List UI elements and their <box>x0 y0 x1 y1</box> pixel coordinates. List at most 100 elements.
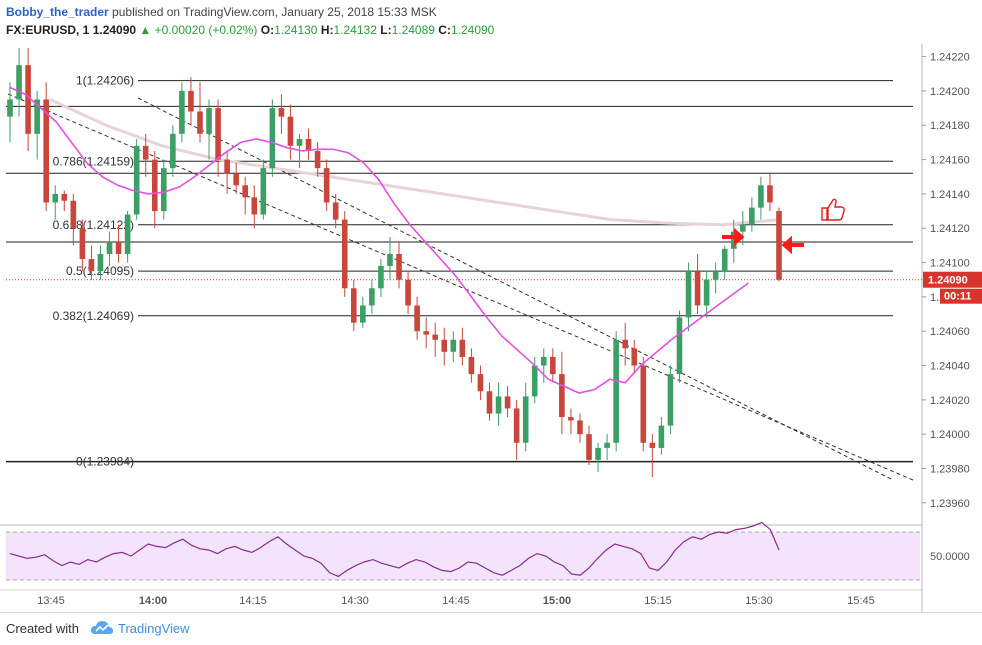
candle-body <box>278 108 285 117</box>
candle-body <box>703 279 710 306</box>
y-tick-label: 1.24120 <box>930 223 970 235</box>
y-tick-label: 1.24140 <box>930 189 970 201</box>
rsi-line <box>9 521 780 578</box>
candle-body <box>649 442 656 448</box>
candle-body <box>25 65 31 134</box>
candle-body <box>360 305 366 323</box>
open-label: O: <box>260 23 275 37</box>
candle-body <box>730 231 737 249</box>
candle-body <box>604 442 610 448</box>
candle-body <box>767 185 773 203</box>
candle-body <box>477 374 484 392</box>
y-tick-label: 1.24200 <box>930 86 970 98</box>
candle-body <box>233 173 239 186</box>
candle-body <box>432 334 439 340</box>
x-tick-label: 14:45 <box>442 595 470 607</box>
candle-body <box>504 396 511 409</box>
candle-body <box>188 90 194 112</box>
candle-body <box>423 331 429 335</box>
candle-body <box>676 317 683 375</box>
candle-body <box>142 145 149 160</box>
candle-body <box>287 116 294 146</box>
candle-body <box>269 108 276 169</box>
candle-body <box>16 65 22 100</box>
candle-body <box>151 159 158 212</box>
candle-body <box>414 305 420 332</box>
close-label: C: <box>438 23 451 37</box>
fib-level-label: 0.786(1.24159) <box>53 154 134 168</box>
y-tick-label: 1.23980 <box>930 464 970 476</box>
candle-body <box>70 200 77 229</box>
x-tick-label: 14:30 <box>341 595 369 607</box>
candle-body <box>179 90 185 134</box>
countdown-tag <box>940 288 982 304</box>
thumbs-up-shape <box>821 198 845 221</box>
y-tick-label: 1.24040 <box>930 361 970 373</box>
tradingview-cloud-icon[interactable] <box>90 618 114 638</box>
candle-body <box>694 271 701 306</box>
candle-body <box>369 288 375 306</box>
candle-body <box>667 374 674 426</box>
tradingview-brand[interactable]: TradingView <box>118 621 190 636</box>
fib-level-label: 0.618(1.24122) <box>53 218 134 232</box>
candle-body <box>631 348 638 366</box>
fib-level-label: 0.382(1.24069) <box>53 309 134 323</box>
fast-moving-average <box>9 86 749 394</box>
candle-body <box>260 168 267 215</box>
candle-body <box>396 253 402 280</box>
candle-body <box>758 185 764 208</box>
low-value: 1.24089 <box>391 23 435 37</box>
candle-body <box>242 185 249 198</box>
high-value: 1.24132 <box>333 23 377 37</box>
created-with-text: Created with <box>6 621 79 636</box>
candle-body <box>106 241 113 254</box>
y-tick-label: 1.24160 <box>930 155 970 167</box>
candle-body <box>115 241 122 254</box>
arrow-right-icon <box>722 227 745 247</box>
candle-body <box>341 219 348 289</box>
rsi-band <box>6 532 920 580</box>
price-chart[interactable]: 1.24220 1.24200 1.24180 1.24160 1.24140 1.241… <box>0 0 982 612</box>
candle-body <box>540 356 547 366</box>
candle-body <box>459 339 466 357</box>
candle-body <box>486 391 493 414</box>
trendline-dashed <box>137 97 894 481</box>
candle-body <box>613 339 619 443</box>
candle-body <box>350 288 357 323</box>
footer: Created with TradingView <box>0 612 982 645</box>
candle-body <box>197 111 203 134</box>
symbol-label: FX:EURUSD, 1 <box>6 23 90 37</box>
candle-body <box>531 365 538 397</box>
candle-body <box>97 253 104 272</box>
y-tick-label: 1.23960 <box>930 498 970 510</box>
x-tick-label: 15:30 <box>745 595 773 607</box>
candle-body <box>79 228 86 260</box>
candle-body <box>206 108 212 134</box>
y-tick-label: 1.24060 <box>930 326 970 338</box>
candle-body <box>658 425 665 448</box>
close-value: 1.24090 <box>450 23 495 37</box>
candle-body <box>7 99 13 117</box>
rsi-tick-label: 50.0000 <box>930 551 970 563</box>
low-label: L: <box>380 23 392 37</box>
candle-body <box>296 138 303 146</box>
candle-body <box>88 259 95 272</box>
candle-body <box>251 197 258 215</box>
ohlc-info: FX:EURUSD, 1 1.24090 ▲ +0.00020 (+0.02%)… <box>6 23 494 37</box>
candle-body <box>34 99 40 134</box>
fib-level-label: 0(1.23984) <box>76 455 134 469</box>
candle-body <box>749 207 755 225</box>
candle-body <box>314 150 321 169</box>
candle-body <box>685 271 692 318</box>
candle-body <box>522 396 529 443</box>
y-tick-label: 1.24000 <box>930 429 970 441</box>
candle-body <box>160 168 167 212</box>
last-price-tag-label: 1.24090 <box>928 275 968 287</box>
author-name[interactable]: Bobby_the_trader <box>6 5 109 19</box>
candle-body <box>224 159 230 174</box>
fib-level-label: 1(1.24206) <box>76 74 134 88</box>
y-tick-label: 1.24220 <box>930 52 970 64</box>
candle-body <box>495 396 502 414</box>
trendline-dashed <box>7 93 914 481</box>
candle-body <box>595 447 601 460</box>
